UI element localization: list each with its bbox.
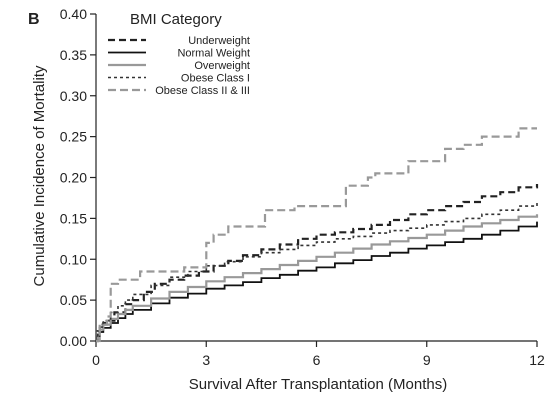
y-axis-title: Cumulative Incidence of Mortality	[31, 65, 48, 286]
series-lines	[96, 127, 539, 343]
x-axis-title: Survival After Transplantation (Months)	[189, 376, 447, 393]
series-line-underweight	[96, 184, 539, 343]
x-tick-label: 0	[92, 352, 100, 368]
y-tick-label: 0.00	[60, 333, 87, 349]
x-tick-label: 3	[202, 352, 210, 368]
y-tick-label: 0.20	[60, 170, 87, 186]
legend-label: Obese Class II & III	[155, 85, 250, 97]
series-line-obese-class-ii-iii	[96, 127, 537, 343]
x-tick-label: 9	[423, 352, 431, 368]
y-tick-label: 0.25	[60, 129, 87, 145]
series-line-obese-class-i	[96, 200, 538, 342]
legend-label: Normal Weight	[177, 48, 250, 60]
y-tick-label: 0.35	[60, 47, 87, 63]
legend-label: Underweight	[188, 35, 250, 47]
axes: 0.00 0.05 0.10 0.15 0.20 0.25 0.30 0.35 0.40 0 3 6 9…	[60, 6, 545, 368]
y-tick-label: 0.30	[60, 88, 87, 104]
x-tick-label: 6	[313, 352, 321, 368]
panel-label: B	[28, 11, 40, 28]
legend-title: BMI Category	[130, 11, 222, 28]
series-line-overweight	[96, 214, 539, 343]
legend-label: Overweight	[194, 60, 250, 72]
x-tick-label: 12	[529, 352, 545, 368]
y-tick-label: 0.05	[60, 292, 87, 308]
y-tick-label: 0.40	[60, 6, 87, 22]
legend-label: Obese Class I	[181, 73, 250, 85]
y-tick-label: 0.10	[60, 251, 87, 267]
y-tick-label: 0.15	[60, 210, 87, 226]
